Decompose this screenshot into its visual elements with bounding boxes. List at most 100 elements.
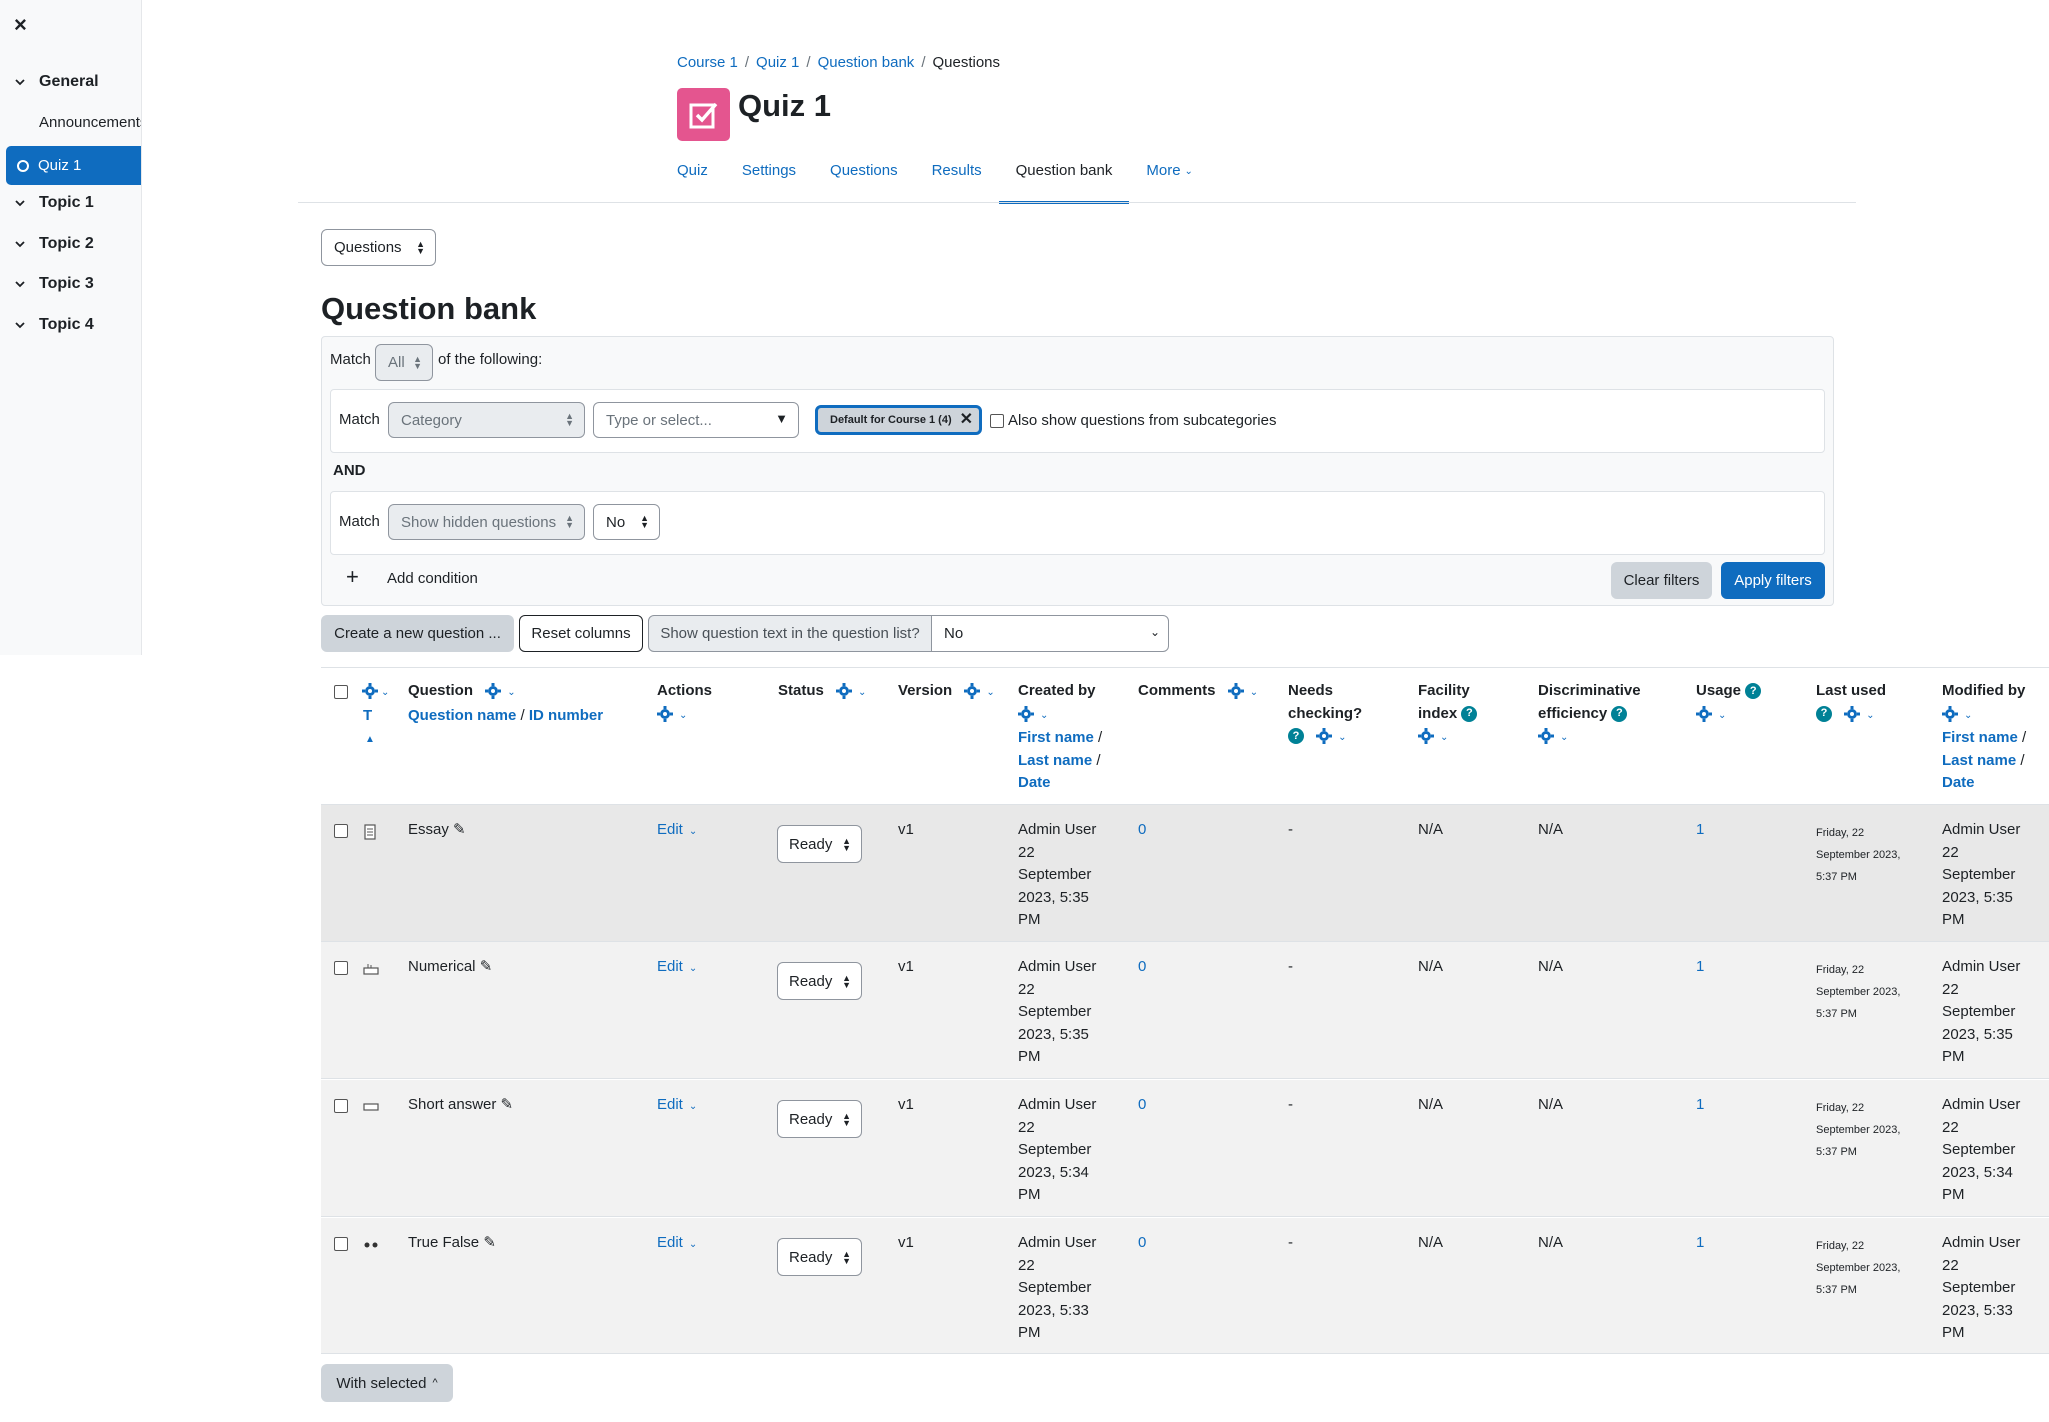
chevron-down-icon[interactable]: ⌄: [1249, 687, 1259, 698]
gear-icon[interactable]: [657, 705, 673, 722]
sort-last-name-link[interactable]: Last name: [1018, 751, 1093, 769]
pencil-icon[interactable]: ✎: [483, 1234, 496, 1251]
status-select[interactable]: Ready ▲ ▼: [777, 1238, 862, 1276]
gear-icon[interactable]: [836, 683, 853, 700]
sort-last-name-link[interactable]: Last name: [1942, 751, 2017, 769]
sort-date-link[interactable]: Date: [1942, 774, 1975, 791]
chevron-down-icon[interactable]: ⌄: [858, 687, 867, 698]
tab-question-bank[interactable]: Question bank: [998, 152, 1130, 204]
reset-columns-button[interactable]: Reset columns: [519, 615, 643, 652]
gear-icon[interactable]: [1538, 728, 1554, 745]
sort-first-name-link[interactable]: First name: [1018, 729, 1094, 746]
edit-menu[interactable]: Edit ⌄: [657, 819, 697, 844]
sidebar-item-announcements[interactable]: Announcements: [39, 114, 142, 131]
sort-question-name-link[interactable]: Question name: [408, 706, 517, 724]
tab-quiz[interactable]: Quiz: [677, 162, 708, 179]
match-all-select[interactable]: All ▲ ▼: [375, 344, 433, 381]
tab-results[interactable]: Results: [931, 162, 982, 179]
chevron-down-icon[interactable]: ⌄: [381, 687, 390, 698]
row-checkbox[interactable]: [334, 1099, 348, 1113]
chevron-down-icon[interactable]: ⌄: [507, 687, 516, 698]
chevron-down-icon[interactable]: ⌄: [1040, 709, 1049, 721]
status-select[interactable]: Ready ▲ ▼: [777, 1100, 862, 1138]
sidebar-section-topic-4[interactable]: Topic 4: [15, 316, 94, 334]
chevron-down-icon[interactable]: ⌄: [1964, 709, 1973, 721]
gear-icon[interactable]: [1018, 705, 1034, 722]
edit-menu[interactable]: Edit ⌄: [657, 1232, 697, 1257]
condition-field-select[interactable]: Show hidden questions ▲ ▼: [388, 504, 585, 540]
status-select[interactable]: Ready ▲ ▼: [777, 962, 862, 1000]
chevron-down-icon[interactable]: ⌄: [1338, 732, 1347, 743]
edit-menu[interactable]: Edit ⌄: [657, 956, 697, 981]
status-select[interactable]: Ready ▲ ▼: [777, 825, 862, 863]
usage-count-link[interactable]: 1: [1696, 821, 1705, 838]
plus-icon[interactable]: +: [346, 564, 359, 589]
sort-first-name-link[interactable]: First name: [1942, 729, 2018, 746]
question-bank-nav-select[interactable]: Questions ▲ ▼: [321, 229, 436, 266]
row-checkbox[interactable]: [334, 961, 348, 975]
gear-icon[interactable]: [1227, 683, 1244, 700]
sidebar-item-quiz-1[interactable]: Quiz 1: [6, 146, 141, 185]
chevron-down-icon[interactable]: ⌄: [1440, 732, 1449, 743]
sidebar-section-topic-3[interactable]: Topic 3: [15, 275, 94, 293]
row-checkbox[interactable]: [334, 824, 348, 838]
with-selected-button[interactable]: With selected ^: [321, 1364, 453, 1402]
tab-questions[interactable]: Questions: [830, 162, 898, 179]
pencil-icon[interactable]: ✎: [453, 821, 466, 838]
sort-date-link[interactable]: Date: [1018, 774, 1051, 791]
gear-icon[interactable]: [1418, 728, 1434, 745]
clear-filters-button[interactable]: Clear filters: [1611, 562, 1712, 599]
help-icon[interactable]: ?: [1816, 705, 1832, 722]
hidden-value-select[interactable]: No ▲ ▼: [593, 504, 660, 540]
tab-more[interactable]: More ⌄: [1129, 152, 1210, 204]
gear-icon[interactable]: [1316, 728, 1333, 745]
sort-type-link[interactable]: T: [363, 706, 373, 724]
sort-id-number-link[interactable]: ID number: [528, 706, 604, 724]
tab-settings[interactable]: Settings: [741, 162, 797, 179]
chevron-down-icon[interactable]: ⌄: [1560, 732, 1569, 743]
show-text-select[interactable]: No ⌄: [931, 615, 1169, 652]
pencil-icon[interactable]: ✎: [479, 958, 493, 975]
condition-field-select[interactable]: Category ▲ ▼: [388, 402, 585, 438]
breadcrumb-question-bank[interactable]: Question bank: [817, 54, 915, 71]
row-checkbox[interactable]: [334, 1237, 348, 1251]
help-icon[interactable]: ?: [1611, 705, 1628, 722]
create-question-button[interactable]: Create a new question ...: [321, 615, 514, 652]
chevron-down-icon[interactable]: ⌄: [679, 709, 688, 721]
help-icon[interactable]: ?: [1288, 728, 1304, 745]
close-drawer-icon[interactable]: ×: [14, 12, 27, 37]
usage-count-link[interactable]: 1: [1696, 1234, 1705, 1251]
gear-icon[interactable]: [485, 683, 502, 700]
remove-icon[interactable]: ✕: [959, 411, 973, 428]
gear-icon[interactable]: [1696, 705, 1712, 722]
selected-category-pill[interactable]: Default for Course 1 (4) ✕: [815, 405, 982, 435]
subcategories-checkbox[interactable]: [990, 413, 1004, 428]
gear-icon[interactable]: [362, 683, 378, 700]
gear-icon[interactable]: [964, 683, 981, 700]
help-icon[interactable]: ?: [1461, 705, 1478, 722]
comments-count-link[interactable]: 0: [1138, 1234, 1147, 1251]
pencil-icon[interactable]: ✎: [500, 1096, 514, 1113]
chevron-down-icon[interactable]: ⌄: [986, 687, 995, 698]
gear-icon[interactable]: [1942, 705, 1958, 722]
usage-count-link[interactable]: 1: [1696, 958, 1705, 975]
comments-count-link[interactable]: 0: [1138, 1096, 1147, 1113]
usage-count-link[interactable]: 1: [1696, 1096, 1705, 1113]
category-autocomplete-input[interactable]: Type or select... ▼: [593, 402, 799, 438]
add-condition-button[interactable]: Add condition: [387, 570, 478, 587]
comments-count-link[interactable]: 0: [1138, 958, 1147, 975]
sidebar-section-topic-1[interactable]: Topic 1: [15, 194, 94, 212]
chevron-down-icon[interactable]: ⌄: [1866, 709, 1875, 721]
sidebar-section-topic-2[interactable]: Topic 2: [15, 235, 94, 253]
help-icon[interactable]: ?: [1745, 683, 1762, 700]
apply-filters-button[interactable]: Apply filters: [1721, 562, 1825, 599]
sidebar-section-general[interactable]: General: [15, 73, 99, 91]
breadcrumb-quiz[interactable]: Quiz 1: [756, 54, 800, 71]
select-all-checkbox[interactable]: [334, 685, 348, 699]
created-by-cell: Admin User 22 September 2023, 5:34 PM: [1018, 1094, 1118, 1207]
chevron-down-icon[interactable]: ⌄: [1718, 709, 1727, 721]
gear-icon[interactable]: [1844, 705, 1861, 722]
breadcrumb-course[interactable]: Course 1: [677, 54, 738, 71]
comments-count-link[interactable]: 0: [1138, 821, 1147, 838]
edit-menu[interactable]: Edit ⌄: [657, 1094, 697, 1119]
